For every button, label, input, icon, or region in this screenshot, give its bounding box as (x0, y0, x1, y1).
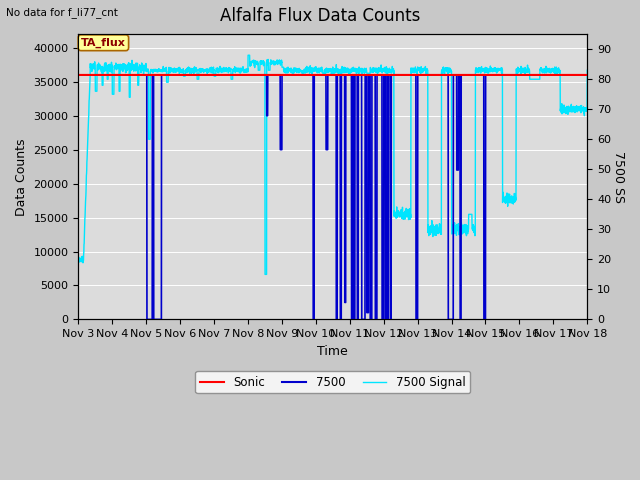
7500 Signal (261, 272, 269, 277)
Text: No data for f_li77_cnt: No data for f_li77_cnt (6, 7, 118, 18)
7500 Signal (519, 67, 527, 72)
Sonic (132, 72, 140, 78)
7500 Signal (584, 67, 591, 73)
7500 Signal (244, 52, 252, 58)
Legend: Sonic, 7500, 7500 Signal: Sonic, 7500, 7500 Signal (195, 371, 470, 394)
7500 Signal (163, 79, 170, 85)
7500 Signal (75, 254, 83, 260)
7500 (270, 72, 278, 78)
Text: TA_flux: TA_flux (81, 37, 126, 48)
X-axis label: Time: Time (317, 345, 348, 358)
7500 (143, 316, 151, 322)
7500 Signal (132, 68, 140, 73)
7500 (75, 72, 83, 78)
Text: Alfalfa Flux Data Counts: Alfalfa Flux Data Counts (220, 7, 420, 25)
Sonic (584, 72, 591, 78)
7500 Signal (292, 67, 300, 73)
Sonic (292, 72, 300, 78)
Sonic (163, 72, 170, 78)
Line: 7500: 7500 (79, 75, 588, 319)
7500 Signal (270, 60, 278, 65)
7500 Signal (573, 107, 581, 113)
Sonic (75, 72, 83, 78)
7500 (292, 72, 300, 78)
7500 (584, 72, 591, 78)
Sonic (269, 72, 277, 78)
Sonic (518, 72, 526, 78)
7500 (132, 72, 140, 78)
7500 (573, 72, 581, 78)
Line: 7500 Signal: 7500 Signal (79, 55, 588, 275)
7500 (163, 72, 171, 78)
Sonic (573, 72, 581, 78)
Y-axis label: 7500 SS: 7500 SS (612, 151, 625, 203)
Y-axis label: Data Counts: Data Counts (15, 138, 28, 216)
7500 (519, 72, 527, 78)
